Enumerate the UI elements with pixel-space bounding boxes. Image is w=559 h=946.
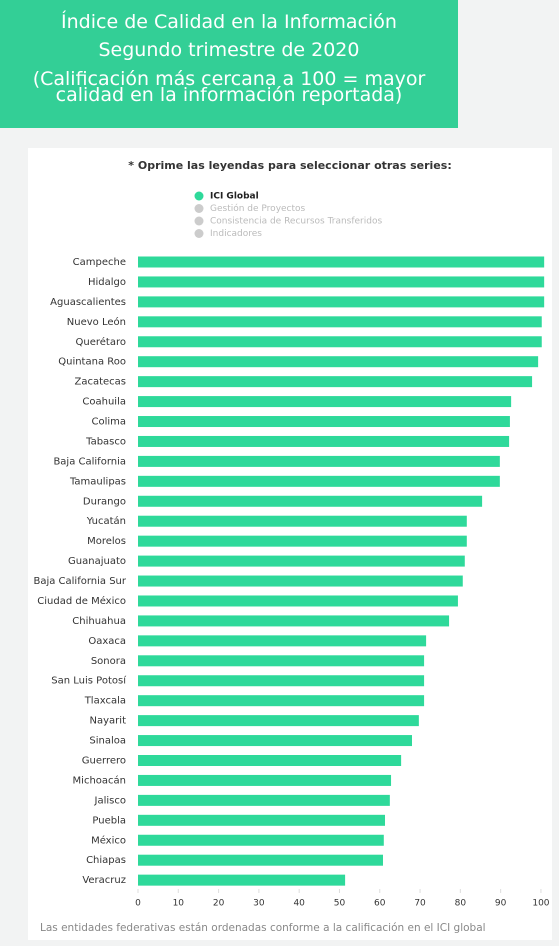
bar [138,635,427,647]
legend-marker[interactable] [194,191,204,201]
x-tick-label: 0 [135,899,141,909]
bar [138,416,510,428]
y-tick-label: Morelos [87,536,126,547]
bar [138,814,386,826]
bar [138,874,346,886]
y-tick-label: Sonora [91,656,126,667]
header-subtitle: Segundo trimestre de 2020 [98,39,360,61]
y-tick-label: Querétaro [76,336,126,348]
y-tick-label: Durango [83,496,126,507]
bar [138,515,467,527]
bar [138,555,465,567]
chart-subtitle: * Oprime las leyendas para seleccionar o… [128,159,451,172]
footnote: Las entidades federativas están ordenada… [40,922,486,934]
x-tick-label: 20 [213,899,225,909]
bar [138,316,542,328]
y-tick-label: Colima [91,417,126,428]
y-tick-label: Veracruz [82,875,126,886]
bar [138,695,425,707]
legend-label[interactable]: Indicadores [210,229,262,239]
y-tick-label: Yucatán [86,515,126,527]
bar [138,834,384,846]
x-tick-label: 60 [374,899,386,909]
bar [138,735,412,747]
bar [138,575,463,587]
header-title: Índice de Calidad en la Información [61,11,397,33]
y-tick-label: Puebla [92,815,126,826]
x-tick-label: 30 [253,899,265,909]
bar [138,256,545,268]
y-tick-label: Hidalgo [88,277,126,288]
y-tick-label: Zacatecas [74,377,126,388]
legend-label[interactable]: Gestión de Proyectos [210,203,306,214]
y-tick-label: Oaxaca [88,636,126,647]
y-tick-label: Baja California [53,456,126,467]
x-tick-label: 70 [414,899,426,909]
y-tick-label: Tamaulipas [69,476,126,487]
bar [138,794,390,806]
bar [138,615,450,627]
bar [138,655,425,667]
x-tick-label: 100 [532,899,549,909]
bar [138,376,533,388]
y-tick-label: Tlaxcala [84,696,126,707]
y-tick-label: San Luis Potosí [51,675,127,687]
x-tick-label: 10 [173,899,185,909]
legend-label[interactable]: ICI Global [210,192,259,202]
bar [138,495,483,507]
legend-marker[interactable] [194,229,204,238]
bar [138,455,500,467]
bar [138,854,383,866]
y-tick-label: Tabasco [85,436,126,447]
header: Índice de Calidad en la Información Segu… [0,0,458,128]
header-note: (Calificación más cercana a 100 = mayor … [32,68,426,106]
y-tick-label: Guanajuato [68,556,126,567]
y-tick-label: Michoacán [73,774,126,786]
bar [138,475,500,487]
y-tick-label: México [91,834,126,846]
y-tick-label: Nuevo León [67,316,126,328]
bar [138,276,545,288]
bar [138,435,510,447]
y-tick-label: Jalisco [94,795,126,806]
x-tick-label: 50 [334,899,346,909]
y-tick-label: Coahuila [82,397,126,408]
x-tick-label: 80 [455,899,467,909]
y-tick-label: Nayarit [90,716,127,727]
y-tick-label: Baja California Sur [33,576,126,587]
y-tick-label: Chiapas [86,855,126,866]
bar [138,675,425,687]
legend-marker[interactable] [194,216,204,226]
bar [138,396,512,408]
legend-marker[interactable] [194,204,204,213]
x-tick-label: 90 [495,899,507,909]
bar [138,296,545,308]
y-tick-label: Ciudad de México [37,595,126,607]
bar [138,715,419,727]
legend-label[interactable]: Consistencia de Recursos Transferidos [210,217,382,227]
y-tick-label: Quintana Roo [58,357,126,368]
y-tick-label: Guerrero [82,756,126,767]
y-tick-label: Sinaloa [89,736,126,747]
bar [138,336,542,348]
bar [138,774,392,786]
bar [138,755,402,766]
bar [138,535,467,547]
y-tick-label: Campeche [73,257,126,268]
y-tick-label: Aguascalientes [50,297,126,308]
x-tick-label: 40 [293,899,305,909]
bar [138,595,458,607]
y-tick-label: Chihuahua [72,616,126,627]
bar [138,356,539,368]
